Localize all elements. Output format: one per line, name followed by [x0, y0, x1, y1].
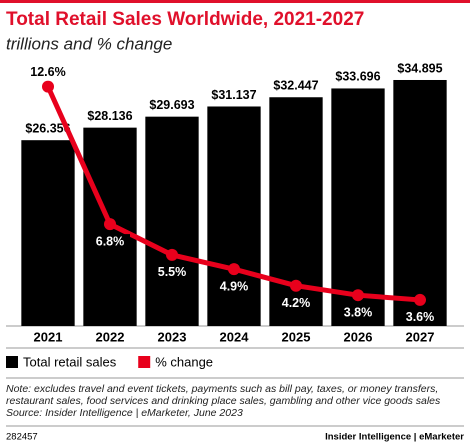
- x-tick-label: 2023: [158, 329, 187, 344]
- bar-value-label: $32.447: [273, 79, 318, 93]
- source: Source: Insider Intelligence | eMarketer…: [6, 407, 243, 419]
- line-point: [42, 80, 54, 93]
- line-point: [352, 289, 364, 302]
- x-tick-label: 2021: [34, 329, 63, 344]
- bar-value-label: $31.137: [211, 88, 256, 102]
- legend-swatch: [6, 356, 18, 368]
- x-tick-label: 2024: [220, 329, 250, 344]
- line-point: [228, 263, 240, 276]
- bar-value-label: $33.696: [335, 70, 380, 84]
- line-point: [104, 218, 116, 231]
- bar-value-label: $29.693: [149, 98, 194, 112]
- bar: [145, 116, 199, 326]
- label-bg: [152, 264, 192, 281]
- top-rule: [0, 0, 470, 3]
- x-tick-label: 2026: [344, 329, 373, 344]
- note: Note: excludes travel and event tickets,…: [6, 383, 438, 395]
- label-bg: [214, 279, 254, 296]
- line-point: [166, 248, 178, 261]
- note: restaurant sales, food services and drin…: [6, 395, 441, 407]
- bar: [21, 140, 75, 326]
- bar-value-label: $26.356: [25, 121, 70, 135]
- line-value-label: 4.2%: [282, 296, 311, 310]
- legend-label: Total retail sales: [23, 354, 117, 369]
- line-value-label: 5.5%: [158, 265, 187, 279]
- chart-title: Total Retail Sales Worldwide, 2021-2027: [6, 9, 364, 30]
- bar-value-label: $34.895: [397, 61, 442, 75]
- bar: [393, 79, 447, 326]
- chart-subtitle: trillions and % change: [6, 34, 172, 53]
- label-bg: [338, 305, 378, 322]
- line-value-label: 4.9%: [220, 279, 249, 293]
- line-value-label: 3.6%: [406, 310, 435, 324]
- line-value-label: 6.8%: [96, 234, 125, 248]
- x-tick-label: 2022: [96, 329, 125, 344]
- x-tick-label: 2027: [406, 329, 435, 344]
- line-value-label: 12.6%: [30, 65, 65, 79]
- line-point: [414, 293, 426, 306]
- legend-swatch: [138, 356, 151, 368]
- line-value-label: 3.8%: [344, 305, 373, 319]
- bar-value-label: $28.136: [87, 109, 132, 123]
- label-bg: [400, 309, 440, 326]
- legend-label: % change: [155, 354, 213, 369]
- label-bg: [276, 295, 316, 312]
- bar: [331, 88, 385, 326]
- x-tick-label: 2025: [282, 329, 311, 344]
- credit: Insider Intelligence | eMarketer: [325, 432, 464, 443]
- line-point: [290, 279, 302, 292]
- chart-id: 282457: [6, 432, 38, 443]
- label-bg: [28, 64, 68, 81]
- label-bg: [90, 234, 130, 251]
